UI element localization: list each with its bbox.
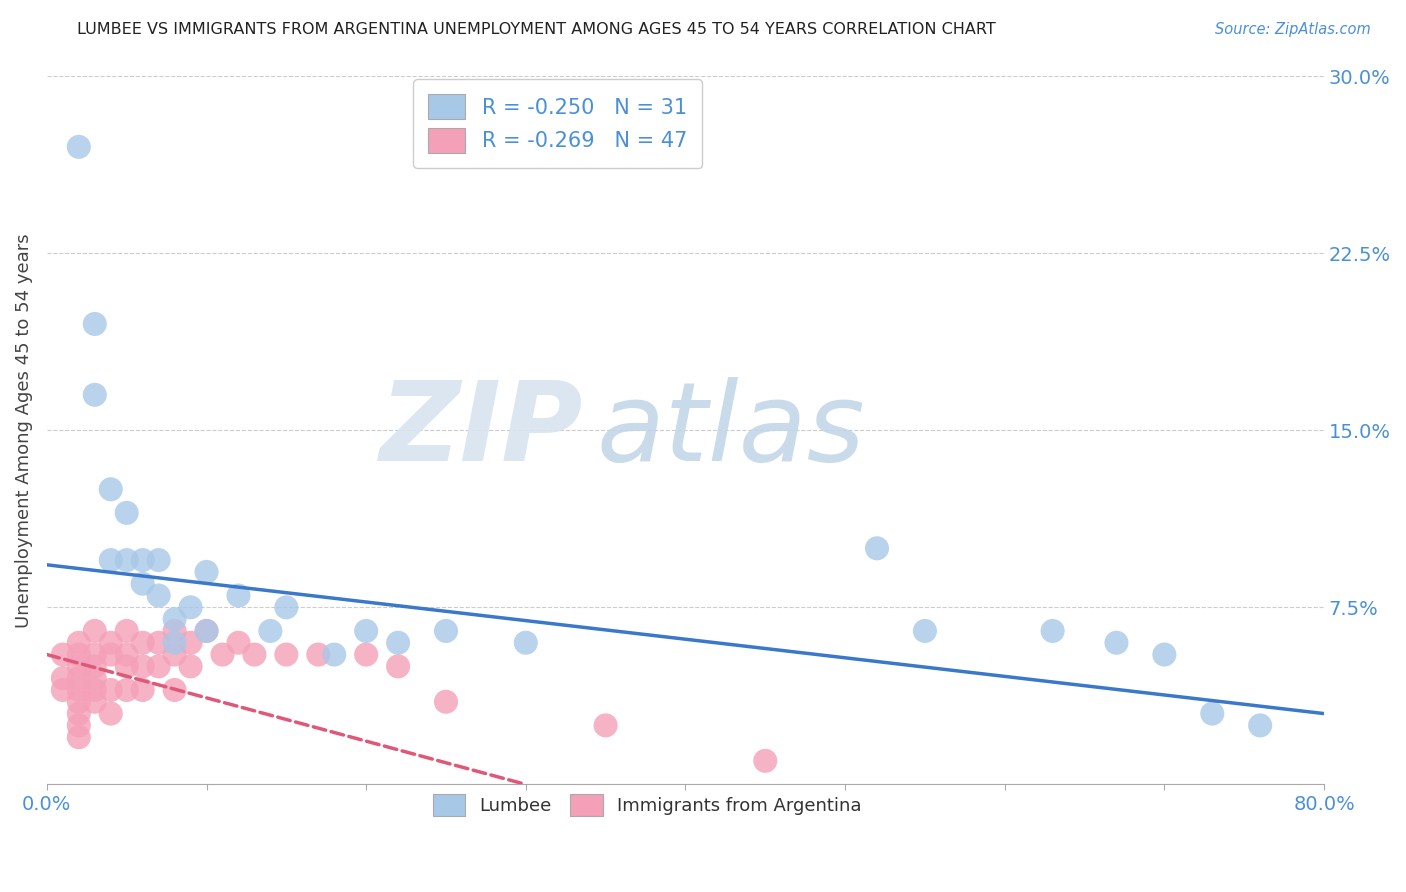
Point bbox=[434, 695, 457, 709]
Point bbox=[67, 730, 90, 744]
Point bbox=[354, 624, 377, 638]
Point bbox=[131, 683, 153, 698]
Point bbox=[67, 718, 90, 732]
Point bbox=[83, 695, 105, 709]
Point bbox=[595, 718, 617, 732]
Point bbox=[387, 636, 409, 650]
Y-axis label: Unemployment Among Ages 45 to 54 years: Unemployment Among Ages 45 to 54 years bbox=[15, 233, 32, 628]
Text: Source: ZipAtlas.com: Source: ZipAtlas.com bbox=[1215, 22, 1371, 37]
Point bbox=[195, 624, 218, 638]
Point bbox=[100, 706, 122, 721]
Point bbox=[52, 648, 75, 662]
Point bbox=[323, 648, 346, 662]
Point bbox=[1249, 718, 1271, 732]
Point bbox=[52, 671, 75, 685]
Point bbox=[276, 600, 298, 615]
Point bbox=[163, 648, 186, 662]
Point bbox=[83, 648, 105, 662]
Text: atlas: atlas bbox=[596, 376, 865, 483]
Point bbox=[115, 683, 138, 698]
Point bbox=[131, 553, 153, 567]
Point bbox=[100, 553, 122, 567]
Point bbox=[1201, 706, 1223, 721]
Point bbox=[434, 624, 457, 638]
Point bbox=[163, 624, 186, 638]
Point bbox=[131, 659, 153, 673]
Point bbox=[67, 683, 90, 698]
Point bbox=[1042, 624, 1064, 638]
Point bbox=[754, 754, 776, 768]
Point bbox=[67, 695, 90, 709]
Point bbox=[259, 624, 281, 638]
Point bbox=[195, 624, 218, 638]
Point bbox=[163, 612, 186, 626]
Point bbox=[131, 576, 153, 591]
Point bbox=[1105, 636, 1128, 650]
Point bbox=[83, 624, 105, 638]
Point bbox=[115, 624, 138, 638]
Point bbox=[115, 659, 138, 673]
Point bbox=[148, 589, 170, 603]
Point bbox=[67, 636, 90, 650]
Point bbox=[100, 683, 122, 698]
Point bbox=[211, 648, 233, 662]
Point bbox=[100, 648, 122, 662]
Point bbox=[180, 636, 202, 650]
Point bbox=[67, 648, 90, 662]
Point bbox=[148, 553, 170, 567]
Point bbox=[1153, 648, 1175, 662]
Point bbox=[67, 706, 90, 721]
Point bbox=[83, 317, 105, 331]
Point bbox=[243, 648, 266, 662]
Point bbox=[83, 671, 105, 685]
Point bbox=[195, 565, 218, 579]
Point bbox=[354, 648, 377, 662]
Point bbox=[228, 636, 250, 650]
Point bbox=[100, 482, 122, 496]
Point bbox=[914, 624, 936, 638]
Point bbox=[276, 648, 298, 662]
Point bbox=[115, 648, 138, 662]
Point bbox=[83, 659, 105, 673]
Point bbox=[307, 648, 329, 662]
Point bbox=[100, 636, 122, 650]
Point bbox=[83, 388, 105, 402]
Point bbox=[67, 671, 90, 685]
Text: ZIP: ZIP bbox=[380, 376, 583, 483]
Point bbox=[67, 659, 90, 673]
Point bbox=[180, 659, 202, 673]
Point bbox=[52, 683, 75, 698]
Point bbox=[131, 636, 153, 650]
Point bbox=[163, 636, 186, 650]
Point bbox=[387, 659, 409, 673]
Point bbox=[515, 636, 537, 650]
Point bbox=[866, 541, 889, 556]
Point bbox=[163, 683, 186, 698]
Point bbox=[67, 140, 90, 154]
Legend: Lumbee, Immigrants from Argentina: Lumbee, Immigrants from Argentina bbox=[423, 785, 870, 825]
Point bbox=[115, 553, 138, 567]
Point bbox=[148, 659, 170, 673]
Point bbox=[83, 683, 105, 698]
Point bbox=[180, 600, 202, 615]
Point bbox=[115, 506, 138, 520]
Point bbox=[148, 636, 170, 650]
Text: LUMBEE VS IMMIGRANTS FROM ARGENTINA UNEMPLOYMENT AMONG AGES 45 TO 54 YEARS CORRE: LUMBEE VS IMMIGRANTS FROM ARGENTINA UNEM… bbox=[77, 22, 995, 37]
Point bbox=[228, 589, 250, 603]
